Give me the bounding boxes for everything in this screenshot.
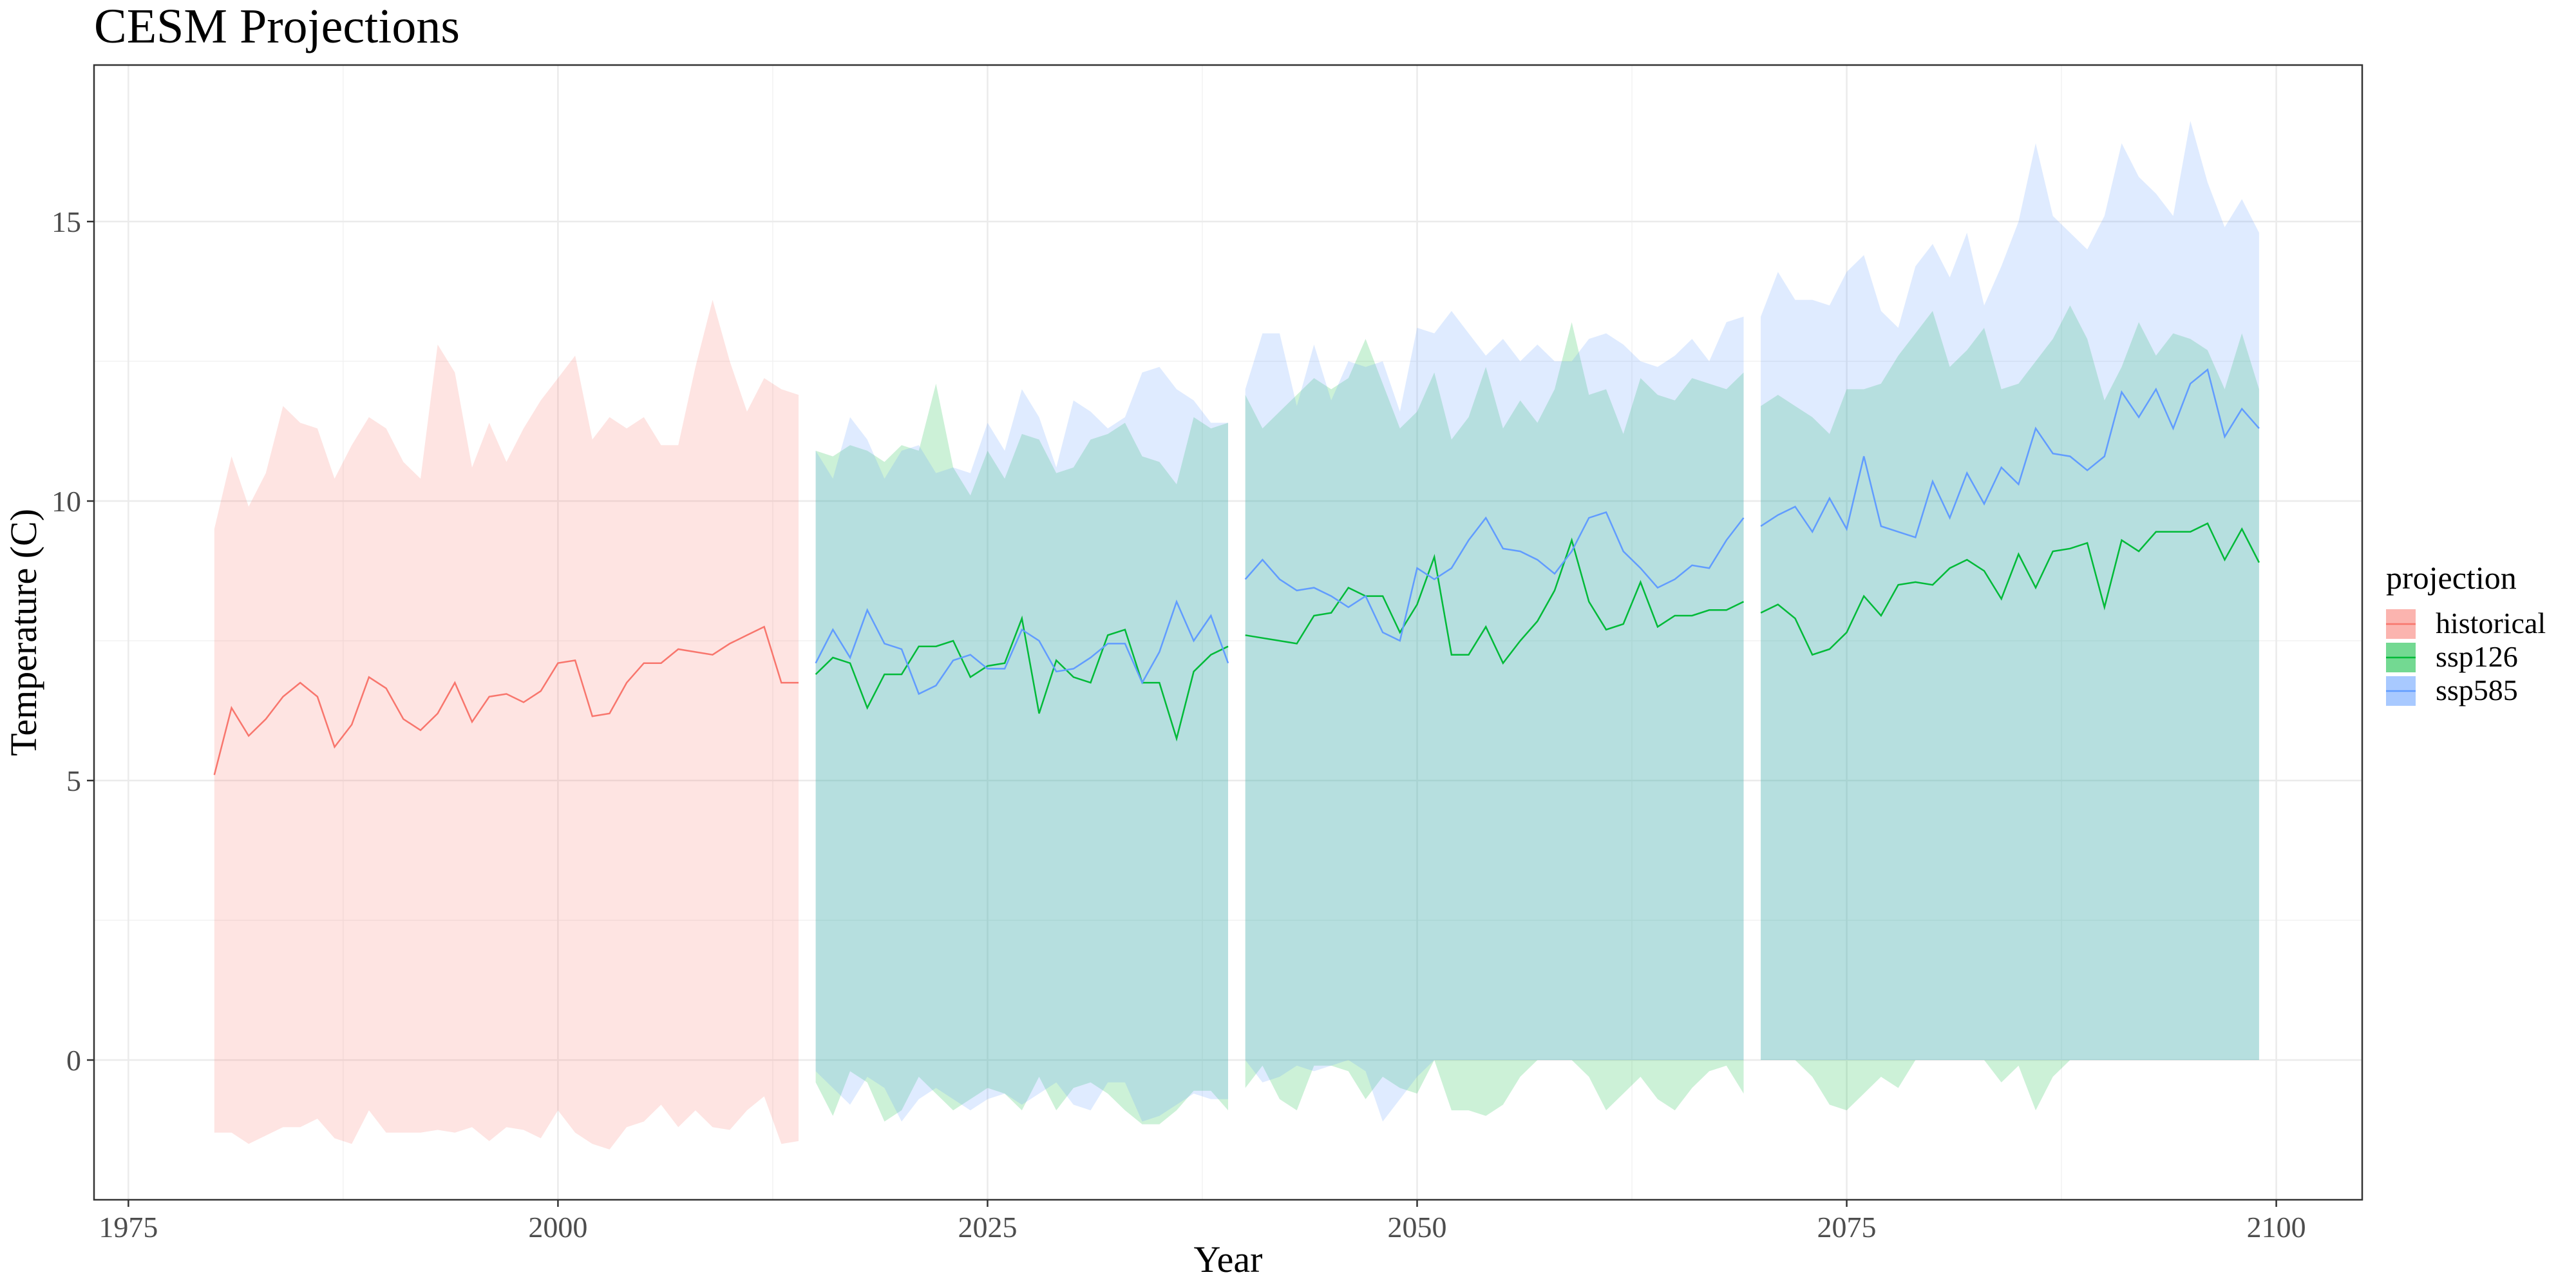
ssp585-ribbon [815,366,1228,1122]
x-axis-label: Year [1194,1238,1263,1280]
ssp126-ribbon [1245,322,1744,1116]
y-tick-label: 10 [52,485,81,518]
x-tick-label: 2050 [1388,1211,1447,1244]
x-tick-label: 2000 [528,1211,587,1244]
ssp585-ribbon [1245,310,1744,1122]
legend-label-historical: historical [2436,607,2546,639]
plot-border [93,64,2363,1201]
legend-label-ssp585: ssp585 [2436,674,2518,706]
series-lines-layer [213,368,2260,775]
x-tick-label: 2025 [958,1211,1017,1244]
ssp126-mean-line [1760,522,2260,656]
ssp126-mean-line [1245,537,1745,665]
x-tick-label: 1975 [99,1211,158,1244]
ssp126-ribbon [1761,305,2259,1111]
x-axis: 1975 2000 2025 2050 2075 2100 [99,1200,2306,1244]
historical-mean-line [213,625,799,775]
historical-ribbon [214,299,799,1150]
ssp126-mean-line [815,615,1229,742]
chart-title: CESM Projections [94,0,460,53]
x-tick-label: 2075 [1817,1211,1877,1244]
y-tick-label: 15 [52,205,81,238]
ssp585-mean-line [815,599,1229,696]
y-axis-label: Temperature (C) [3,509,44,756]
y-axis: 0 5 10 15 [52,205,94,1077]
ssp585-ribbon [1761,120,2259,1060]
y-tick-label: 0 [66,1044,81,1077]
legend-title: projection [2386,560,2517,596]
ssp126-ribbon [815,383,1228,1124]
y-tick-label: 5 [66,764,81,797]
legend-label-ssp126: ssp126 [2436,640,2518,673]
grid-lines [94,65,2362,1200]
x-tick-label: 2100 [2247,1211,2306,1244]
plot-panel [94,65,2362,1200]
ssp585-mean-line [1760,368,2260,538]
ssp585-mean-line [1244,511,1745,642]
ribbon-layer [214,120,2259,1150]
